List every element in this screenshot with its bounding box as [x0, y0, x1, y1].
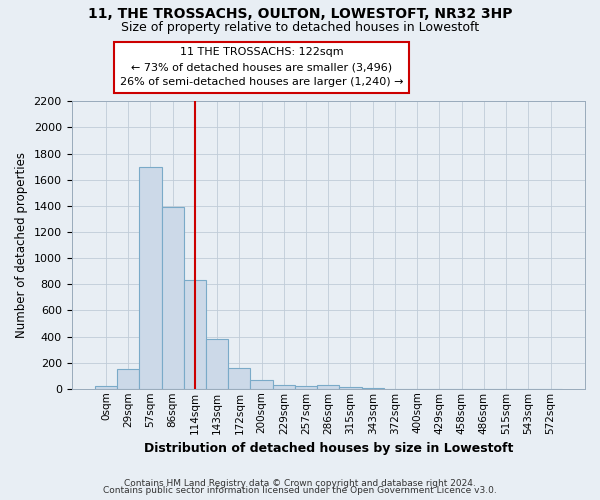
Bar	[340, 388, 362, 389]
Bar	[206, 339, 228, 389]
Bar	[317, 385, 340, 389]
Bar	[139, 166, 161, 389]
Bar	[95, 386, 117, 389]
Bar	[295, 386, 317, 389]
Bar	[184, 280, 206, 389]
Bar	[161, 207, 184, 389]
Text: 11 THE TROSSACHS: 122sqm
← 73% of detached houses are smaller (3,496)
26% of sem: 11 THE TROSSACHS: 122sqm ← 73% of detach…	[120, 48, 403, 87]
Bar	[228, 368, 250, 389]
Text: Size of property relative to detached houses in Lowestoft: Size of property relative to detached ho…	[121, 21, 479, 34]
Bar	[362, 388, 384, 389]
Text: 11, THE TROSSACHS, OULTON, LOWESTOFT, NR32 3HP: 11, THE TROSSACHS, OULTON, LOWESTOFT, NR…	[88, 8, 512, 22]
Bar	[272, 385, 295, 389]
Text: Contains HM Land Registry data © Crown copyright and database right 2024.: Contains HM Land Registry data © Crown c…	[124, 478, 476, 488]
X-axis label: Distribution of detached houses by size in Lowestoft: Distribution of detached houses by size …	[143, 442, 513, 455]
Text: Contains public sector information licensed under the Open Government Licence v3: Contains public sector information licen…	[103, 486, 497, 495]
Bar	[250, 380, 272, 389]
Y-axis label: Number of detached properties: Number of detached properties	[15, 152, 28, 338]
Bar	[117, 368, 139, 389]
